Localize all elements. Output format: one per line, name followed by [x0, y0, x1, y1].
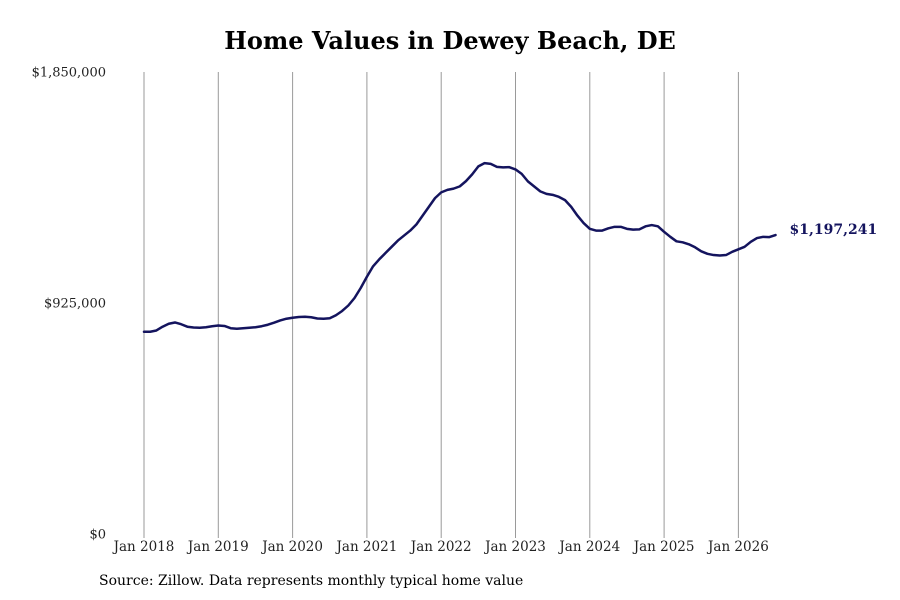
last-value-label: $1,197,241 — [790, 222, 878, 238]
x-tick-label: Jan 2025 — [632, 539, 695, 555]
x-axis-ticks: Jan 2018 Jan 2019 Jan 2020 Jan 2021 Jan 2022… — [112, 539, 769, 555]
source-note: Source: Zillow. Data represents monthly … — [99, 573, 524, 589]
x-tick-label: Jan 2022 — [409, 539, 472, 555]
x-tick-label: Jan 2020 — [260, 539, 323, 555]
y-tick-label: $925,000 — [44, 297, 106, 312]
y-tick-label: $0 — [89, 528, 106, 543]
x-tick-label: Jan 2021 — [334, 539, 397, 555]
x-tick-label: Jan 2018 — [112, 539, 175, 555]
x-tick-label: Jan 2024 — [557, 539, 620, 555]
series-line — [142, 161, 777, 333]
chart-title: Home Values in Dewey Beach, DE — [224, 26, 676, 55]
x-tick-label: Jan 2023 — [483, 539, 546, 555]
x-tick-label: Jan 2019 — [186, 539, 249, 555]
x-tick-label: Jan 2026 — [706, 539, 769, 555]
y-tick-label: $1,850,000 — [32, 66, 106, 81]
gridlines — [143, 72, 739, 538]
y-axis-ticks: $0 $925,000 $1,850,000 — [32, 66, 106, 543]
